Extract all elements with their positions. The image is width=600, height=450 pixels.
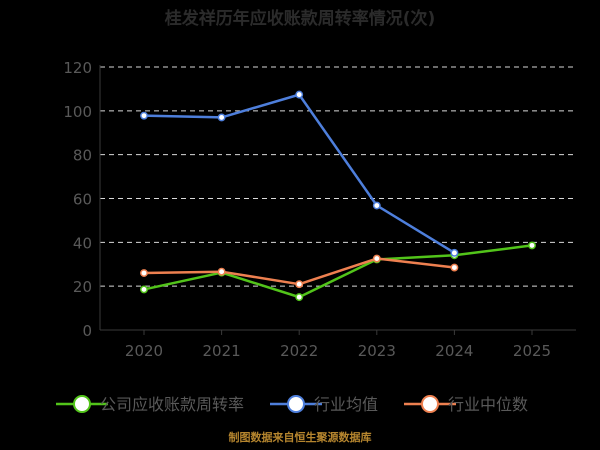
- series-line: [143, 93, 456, 254]
- data-point: [140, 111, 148, 120]
- grid-lines: [100, 66, 576, 287]
- series-lines: [140, 90, 536, 302]
- data-point: [140, 269, 148, 277]
- data-point: [372, 201, 381, 210]
- x-tick-label: 2024: [435, 342, 473, 360]
- axes: 0 20 40 60 80 100 120 2020 2021 2022 2023 2024 2025: [63, 59, 576, 360]
- y-tick-label: 120: [63, 59, 92, 77]
- legend: 公司应收账款周转率 行业均值 行业中位数: [56, 395, 528, 414]
- data-point: [450, 263, 459, 272]
- chart-title: 桂发祥历年应收账款周转率情况(次): [164, 9, 436, 29]
- legend-marker: [287, 395, 305, 413]
- y-tick-label: 20: [73, 278, 92, 296]
- data-point: [217, 267, 226, 276]
- legend-label: 行业均值: [314, 395, 378, 414]
- data-point: [528, 241, 536, 250]
- y-tick-label: 100: [63, 103, 92, 121]
- y-tick-label: 60: [73, 191, 92, 209]
- legend-label: 行业中位数: [448, 395, 528, 414]
- y-tick-label: 40: [73, 234, 92, 252]
- x-tick-label: 2023: [358, 342, 396, 360]
- x-tick-label: 2020: [125, 342, 163, 360]
- data-point: [217, 113, 226, 122]
- x-tick-label: 2022: [280, 342, 318, 360]
- x-tick-label: 2025: [513, 342, 551, 360]
- x-tick-label: 2021: [203, 342, 241, 360]
- data-point: [295, 280, 304, 289]
- data-point: [295, 90, 304, 99]
- legend-label: 公司应收账款周转率: [100, 395, 244, 414]
- y-tick-label: 80: [73, 147, 92, 165]
- legend-marker: [73, 395, 91, 413]
- legend-marker: [421, 395, 439, 413]
- data-point: [295, 293, 304, 302]
- data-point: [450, 248, 459, 257]
- data-point: [140, 285, 148, 294]
- series-line: [143, 244, 533, 299]
- source-footer: 制图数据来自恒生聚源数据库: [228, 431, 372, 444]
- data-point: [372, 254, 381, 263]
- y-tick-label: 0: [82, 322, 92, 340]
